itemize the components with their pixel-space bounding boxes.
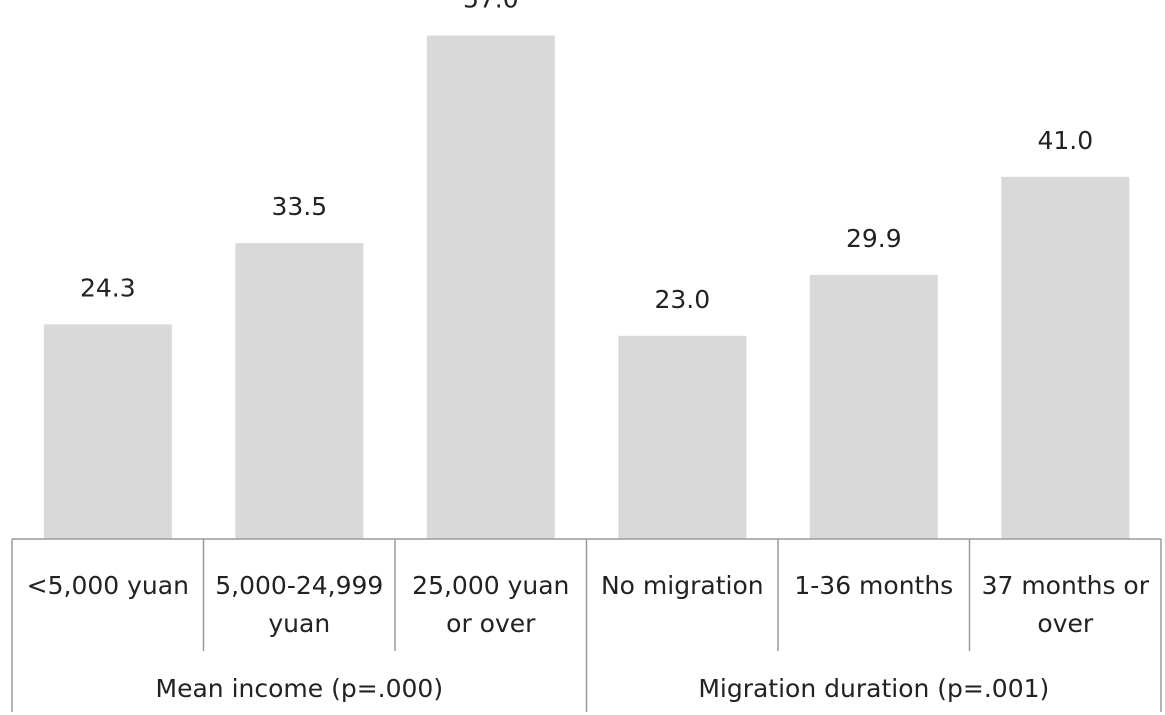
category-label-3-line-1: 25,000 yuan: [412, 571, 569, 600]
bar-5: [809, 274, 938, 539]
bar-1: [43, 324, 172, 539]
bar-3: [426, 35, 555, 539]
value-label-2: 33.5: [271, 192, 327, 221]
category-label-4: No migration: [601, 571, 764, 600]
group-label-1: Mean income (p=.000): [156, 674, 444, 703]
value-label-3: 57.0: [463, 0, 519, 14]
category-label-2-line-1: 5,000-24,999: [215, 571, 383, 600]
category-label-6-line-2: over: [1037, 609, 1093, 638]
category-table: <5,000 yuan 5,000-24,999 yuan 25,000 yuan or…: [11, 538, 1162, 712]
bars-layer: [43, 35, 1130, 540]
value-label-6: 41.0: [1037, 126, 1093, 155]
value-labels-layer: 24.3 33.5 57.0 23.0 29.9 41.0: [80, 0, 1093, 314]
bar-2: [235, 243, 364, 539]
bar-6: [1001, 176, 1130, 540]
category-label-3-line-2: or over: [446, 609, 536, 638]
category-label-5: 1-36 months: [794, 571, 953, 600]
category-label-2-line-2: yuan: [268, 609, 330, 638]
group-label-2: Migration duration (p=.001): [698, 674, 1049, 703]
value-label-1: 24.3: [80, 273, 136, 302]
value-label-4: 23.0: [654, 285, 710, 314]
category-label-1: <5,000 yuan: [27, 571, 189, 600]
category-label-6-line-1: 37 months or: [982, 571, 1150, 600]
bar-4: [618, 335, 747, 539]
value-label-5: 29.9: [846, 224, 902, 253]
